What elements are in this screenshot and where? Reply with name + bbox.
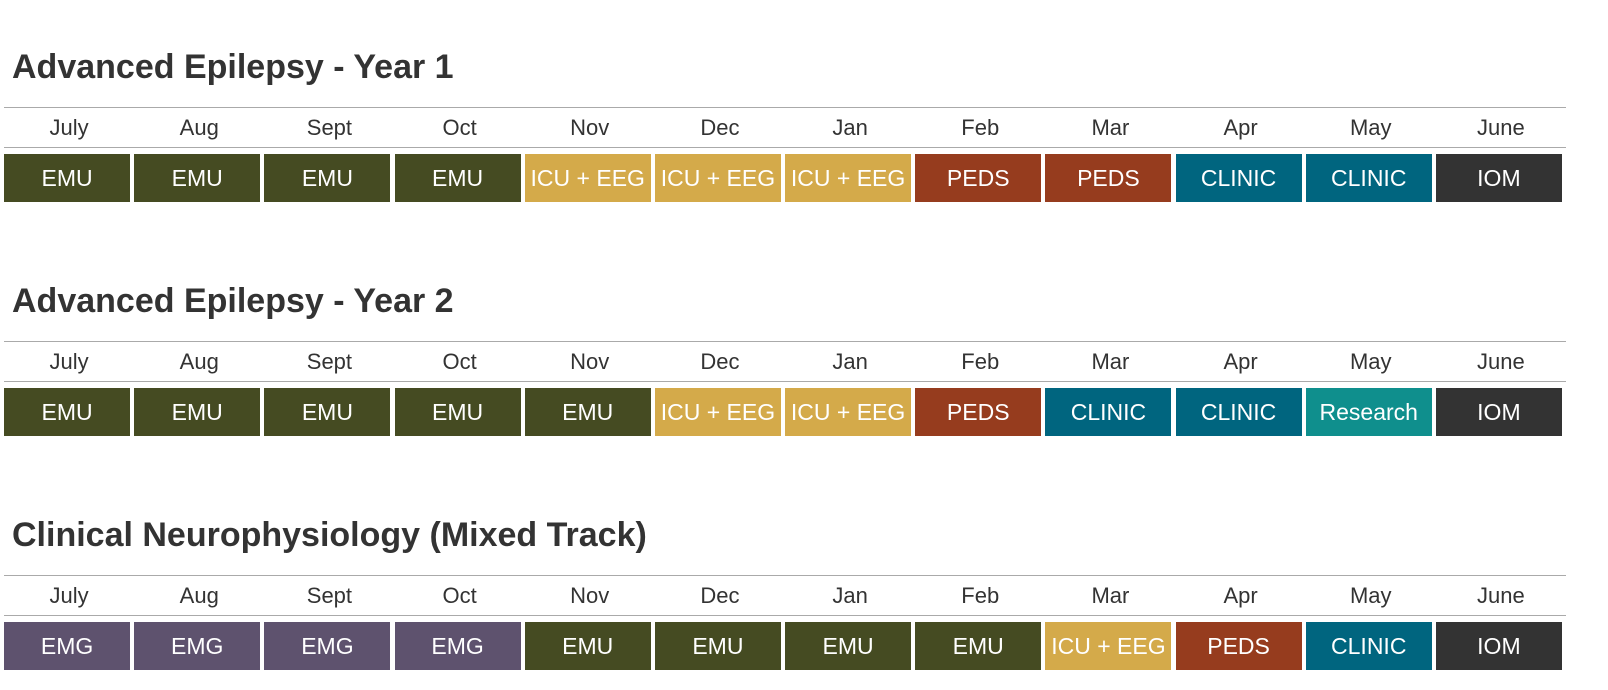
rotation-cell: CLINIC	[1175, 154, 1302, 202]
month-label: Aug	[179, 115, 219, 140]
month-label: Oct	[442, 115, 477, 140]
divider	[4, 615, 1566, 616]
rotation-cell: PEDS	[915, 388, 1042, 436]
month-label: July	[49, 115, 89, 140]
divider	[4, 575, 1566, 576]
rotation-cell: PEDS	[1175, 622, 1302, 670]
rotation-cell: EMU	[654, 622, 781, 670]
rotation-cell: EMU	[4, 388, 131, 436]
rotation-cell: EMU	[134, 388, 261, 436]
rotation-cell: PEDS	[915, 154, 1042, 202]
rotation-cell: ICU + EEG	[654, 388, 781, 436]
rotation-cell: ICU + EEG	[654, 154, 781, 202]
month-label: Mar	[1091, 115, 1130, 140]
month-label: May	[1349, 349, 1392, 374]
rotation-cell: CLINIC	[1305, 154, 1432, 202]
month-label: Mar	[1091, 583, 1130, 608]
month-label: Feb	[961, 583, 1000, 608]
track-section: Advanced Epilepsy - Year 2 July Aug Sept Oct…	[0, 234, 1608, 454]
rotation-cell: EMG	[134, 622, 261, 670]
divider	[4, 147, 1566, 148]
month-label: Dec	[700, 349, 740, 374]
month-label: July	[49, 349, 89, 374]
rotation-cell: EMG	[394, 622, 521, 670]
rotation-cell: ICU + EEG	[785, 388, 912, 436]
month-label: Jan	[832, 115, 868, 140]
month-label: Sept	[306, 583, 353, 608]
rotation-cell: EMU	[264, 388, 391, 436]
month-label: June	[1477, 115, 1525, 140]
rotation-cell: IOM	[1435, 154, 1562, 202]
month-label: June	[1477, 349, 1525, 374]
month-label: Oct	[442, 583, 477, 608]
month-label: May	[1349, 583, 1392, 608]
rotation-cell: CLINIC	[1305, 622, 1432, 670]
track-title: Advanced Epilepsy - Year 2	[12, 282, 454, 320]
month-label: Aug	[179, 583, 219, 608]
track-title: Advanced Epilepsy - Year 1	[12, 48, 454, 86]
rotation-cell: EMG	[264, 622, 391, 670]
rotation-cell: EMU	[785, 622, 912, 670]
track-title: Clinical Neurophysiology (Mixed Track)	[12, 516, 647, 554]
rotation-cell: EMU	[524, 622, 651, 670]
month-label: Feb	[961, 115, 1000, 140]
rotation-cell: ICU + EEG	[785, 154, 912, 202]
rotation-cell: PEDS	[1045, 154, 1172, 202]
rotation-cell: EMU	[394, 388, 521, 436]
rotation-cell: Research	[1305, 388, 1432, 436]
rotation-cell: EMU	[394, 154, 521, 202]
month-label: Aug	[179, 349, 219, 374]
rotation-cell: EMG	[4, 622, 131, 670]
month-label: Dec	[700, 583, 740, 608]
month-label: Apr	[1223, 349, 1258, 374]
track-section: Clinical Neurophysiology (Mixed Track) Ju…	[0, 468, 1608, 688]
divider	[4, 341, 1566, 342]
month-label: May	[1349, 115, 1392, 140]
rotation-cell: IOM	[1435, 622, 1562, 670]
month-label: July	[49, 583, 89, 608]
divider	[4, 381, 1566, 382]
rotation-cell: ICU + EEG	[1045, 622, 1172, 670]
month-label: June	[1477, 583, 1525, 608]
rotation-cell: EMU	[134, 154, 261, 202]
rotation-cell: IOM	[1435, 388, 1562, 436]
month-label: Nov	[570, 349, 610, 374]
month-label: Oct	[442, 349, 477, 374]
rotation-cell: EMU	[915, 622, 1042, 670]
month-label: Feb	[961, 349, 1000, 374]
rotation-cell: ICU + EEG	[524, 154, 651, 202]
month-label: Nov	[570, 583, 610, 608]
rotation-cell: EMU	[4, 154, 131, 202]
month-label: Apr	[1223, 115, 1258, 140]
rotation-cell: CLINIC	[1045, 388, 1172, 436]
month-label: Nov	[570, 115, 610, 140]
month-label: Apr	[1223, 583, 1258, 608]
month-label: Dec	[700, 115, 740, 140]
month-label: Sept	[306, 115, 353, 140]
divider	[4, 107, 1566, 108]
month-label: Jan	[832, 349, 868, 374]
track-section: Advanced Epilepsy - Year 1 July Aug Sept Oct…	[0, 0, 1608, 220]
rotation-cell: EMU	[264, 154, 391, 202]
month-label: Mar	[1091, 349, 1130, 374]
month-label: Jan	[832, 583, 868, 608]
rotation-cell: EMU	[524, 388, 651, 436]
month-label: Sept	[306, 349, 353, 374]
rotation-cell: CLINIC	[1175, 388, 1302, 436]
